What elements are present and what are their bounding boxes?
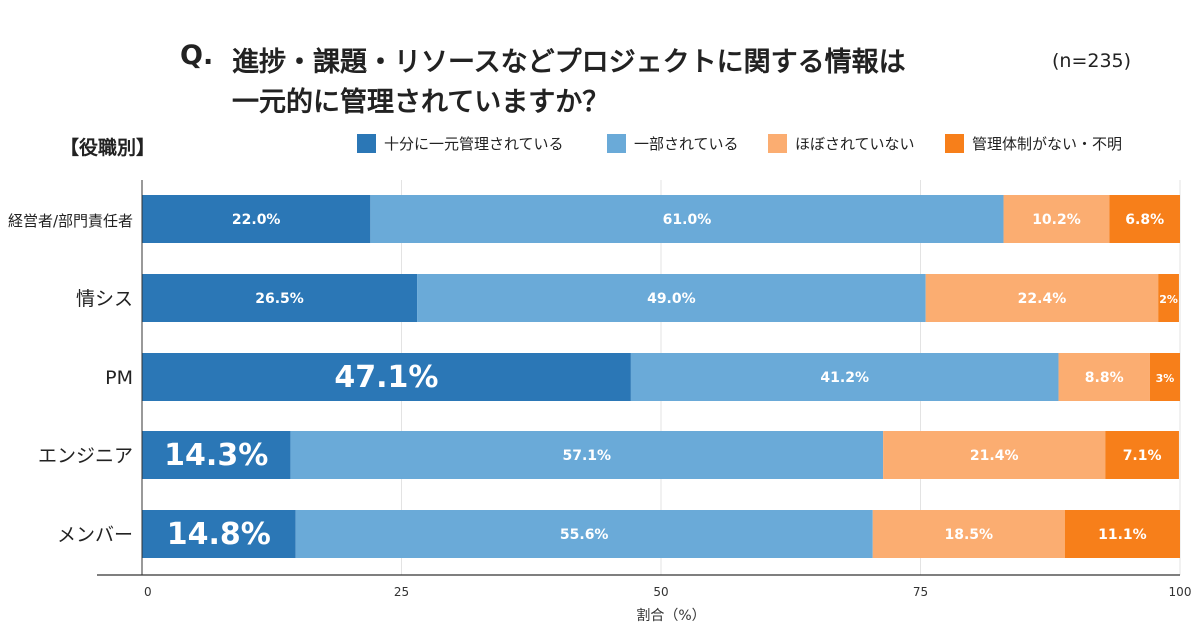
data-label-2-2: 8.8% (1085, 370, 1124, 386)
bar-segment-4-0 (142, 510, 296, 558)
category-label-3: エンジニア (38, 445, 133, 467)
bar-segment-1-3 (1158, 274, 1179, 322)
legend-item-0: 十分に一元管理されている (357, 133, 564, 154)
x-tick-label-2: 50 (653, 585, 668, 599)
bar-segment-3-1 (290, 431, 884, 479)
data-label-0-3: 6.8% (1125, 212, 1164, 228)
data-label-3-1: 57.1% (562, 448, 611, 464)
group-label: 【役職別】 (60, 137, 156, 159)
legend-item-1: 一部されている (607, 133, 739, 154)
bar-segment-2-1 (630, 353, 1059, 401)
bar-segment-3-2 (883, 431, 1106, 479)
legend-swatch-1 (607, 134, 626, 153)
bar-segment-1-1 (417, 274, 926, 322)
bar-segment-0-1 (370, 195, 1004, 243)
legend-label-2: ほぼされていない (795, 135, 915, 153)
category-label-2: PM (105, 367, 133, 389)
x-tick-label-1: 25 (394, 585, 409, 599)
legend-item-2: ほぼされていない (768, 133, 915, 154)
bar-segment-4-3 (1064, 510, 1180, 558)
data-label-2-3: 3% (1156, 372, 1175, 385)
legend-label-3: 管理体制がない・不明 (972, 135, 1123, 153)
data-label-4-2: 18.5% (944, 527, 993, 543)
x-tick-label-0: 0 (144, 585, 152, 599)
data-label-1-0: 26.5% (255, 291, 304, 307)
question-prefix: Q. (180, 40, 214, 71)
data-label-3-3: 7.1% (1123, 448, 1162, 464)
chart-title-line-1: 進捗・課題・リソースなどプロジェクトに関する情報は (232, 47, 906, 78)
bar-segment-0-2 (1003, 195, 1110, 243)
legend-swatch-0 (357, 134, 376, 153)
bar-segment-4-1 (295, 510, 873, 558)
category-label-1: 情シス (76, 288, 133, 310)
chart-title-line-2: 一元的に管理されていますか？ (232, 87, 610, 118)
x-tick-label-3: 75 (913, 585, 928, 599)
data-label-1-3: 2% (1159, 293, 1178, 306)
legend-item-3: 管理体制がない・不明 (945, 133, 1122, 154)
data-label-4-3: 11.1% (1098, 527, 1147, 543)
bar-segment-2-2 (1058, 353, 1150, 401)
bar-segment-4-2 (872, 510, 1065, 558)
x-axis-label: 割合（%） (636, 607, 705, 624)
bar-segment-2-0 (142, 353, 631, 401)
data-label-3-0: 14.3% (164, 438, 268, 473)
bar-segment-0-3 (1109, 195, 1180, 243)
data-label-3-2: 21.4% (970, 448, 1019, 464)
bar-segment-1-0 (142, 274, 418, 322)
data-label-0-2: 10.2% (1032, 212, 1081, 228)
category-label-4: メンバー (57, 524, 133, 546)
bar-segment-0-0 (142, 195, 371, 243)
sample-size: (n=235) (1052, 50, 1132, 72)
bar-segment-1-2 (925, 274, 1159, 322)
data-label-0-1: 61.0% (663, 212, 712, 228)
data-label-4-0: 14.8% (167, 517, 271, 552)
data-label-1-2: 22.4% (1018, 291, 1067, 307)
legend-swatch-2 (768, 134, 787, 153)
legend-swatch-3 (945, 134, 964, 153)
bar-segment-3-0 (142, 431, 291, 479)
bar-segment-2-3 (1149, 353, 1180, 401)
data-label-4-1: 55.6% (560, 527, 609, 543)
x-tick-label-4: 100 (1169, 585, 1192, 599)
legend-label-0: 十分に一元管理されている (384, 135, 564, 153)
data-label-2-1: 41.2% (820, 370, 869, 386)
data-label-2-0: 47.1% (334, 360, 438, 395)
data-label-1-1: 49.0% (647, 291, 696, 307)
legend-label-1: 一部されている (634, 135, 739, 153)
category-label-0: 経営者/部門責任者 (8, 212, 133, 230)
data-label-0-0: 22.0% (232, 212, 281, 228)
bar-segment-3-3 (1105, 431, 1179, 479)
